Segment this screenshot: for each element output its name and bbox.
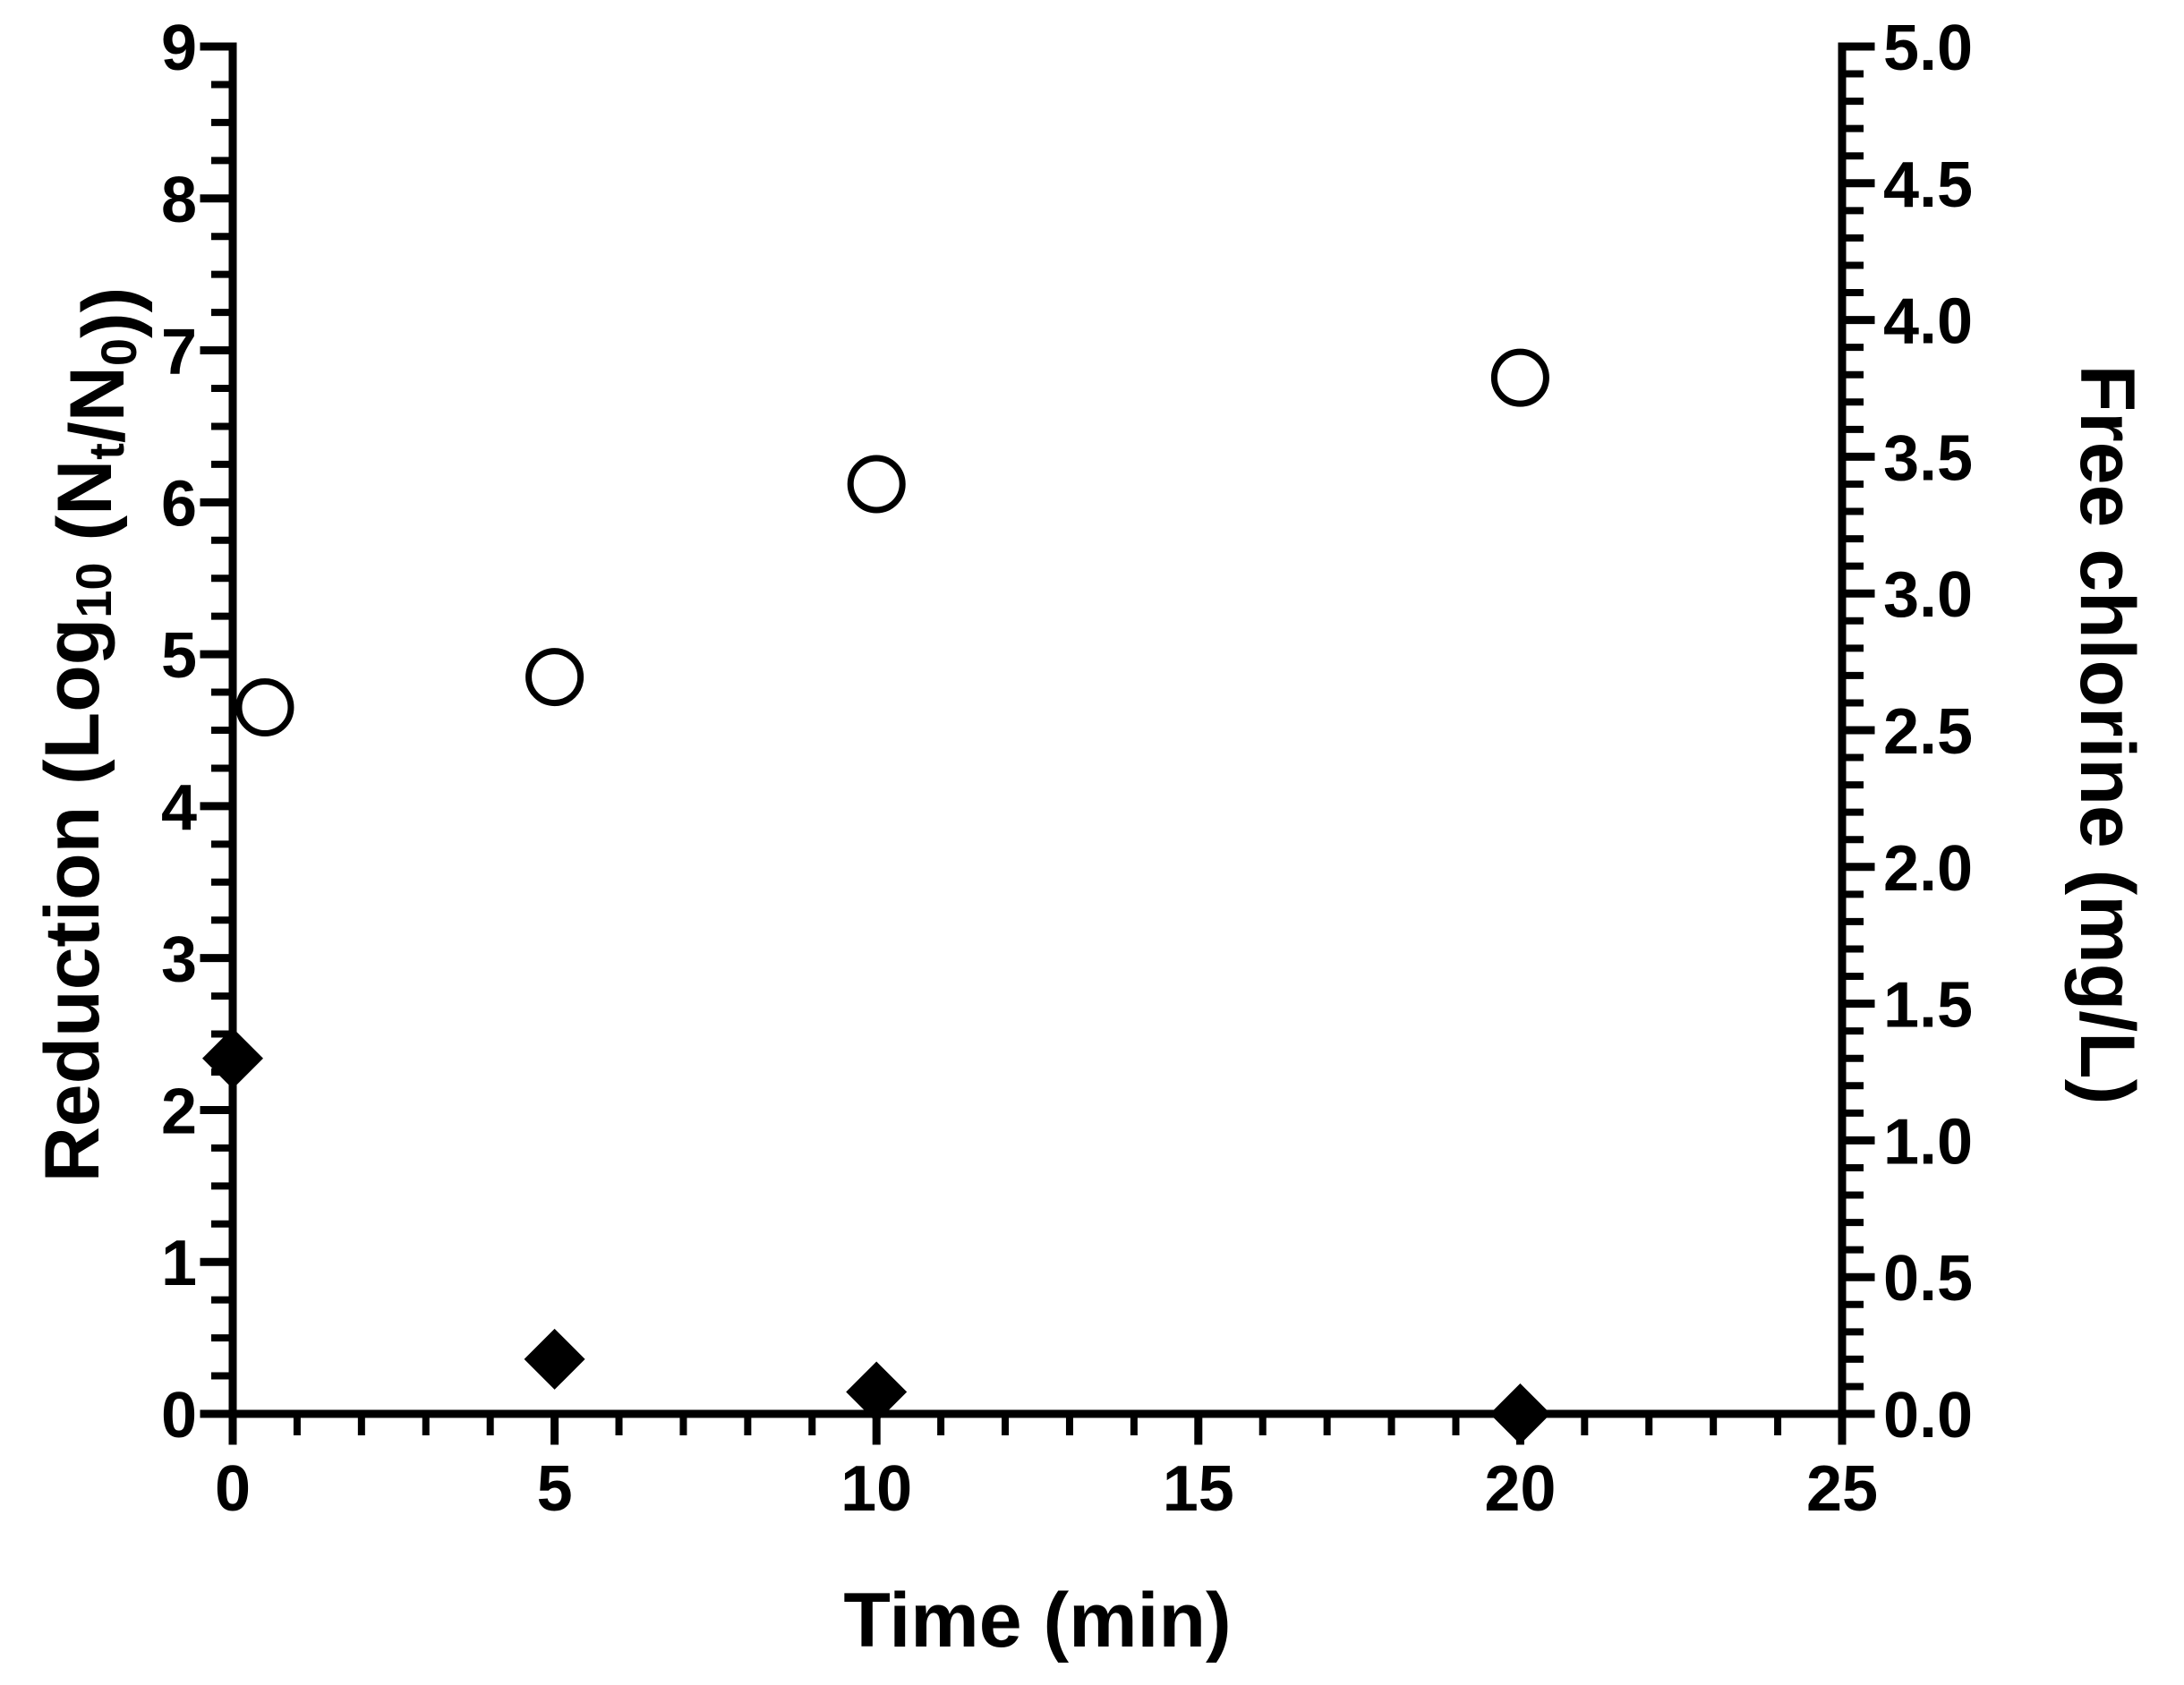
data-point-diamond [846,1361,908,1423]
y-left-tick-label: 3 [161,924,197,996]
y-left-axis-title-segment: )) [67,287,153,338]
data-point-circle [235,678,294,737]
y-left-axis-title-subscript: 10 [65,562,122,617]
y-left-axis-title-segment: Reduction (Log [30,618,115,1183]
y-left-tick-label: 5 [161,620,197,692]
y-left-axis-title-segment: (N [42,460,128,563]
y-left-tick-label: 1 [161,1228,197,1299]
data-point-diamond [524,1328,585,1390]
data-point-diamond [1489,1383,1551,1444]
y-right-tick-label: 4.0 [1883,286,1973,358]
x-tick-label: 10 [840,1453,912,1525]
y-right-tick-label: 1.5 [1883,970,1973,1042]
y-right-tick-label: 2.5 [1883,696,1973,768]
y-left-tick-label: 9 [161,13,197,84]
y-right-tick-label: 2.0 [1883,833,1973,905]
y-right-tick-label: 4.5 [1883,149,1973,221]
x-tick-label: 0 [215,1453,251,1525]
y-right-axis-title: Free chlorine (mg/L) [2064,365,2150,1105]
x-axis-title: Time (min) [843,1578,1231,1664]
ticks-group [200,42,1875,1445]
y-right-tick-label: 0.0 [1883,1380,1973,1451]
y-left-axis-title-subscript: 0 [90,338,147,366]
labels-group: 0 5 10 15 20 25 0 1 2 3 4 5 6 7 8 9 0.0 0.5 1.0 1.5 2.0 2.5 3.… [30,13,2150,1664]
y-left-tick-label: 6 [161,468,197,540]
y-right-tick-label: 0.5 [1883,1243,1973,1315]
y-left-tick-label: 8 [161,165,197,236]
y-right-tick-label: 5.0 [1883,13,1973,84]
y-right-tick-label: 1.0 [1883,1106,1973,1178]
y-left-tick-label: 0 [161,1380,197,1451]
marks-group [202,348,1551,1444]
x-tick-label: 15 [1163,1453,1234,1525]
y-left-tick-label: 4 [161,772,197,844]
y-left-tick-label: 7 [161,317,197,388]
x-tick-label: 25 [1806,1453,1878,1525]
x-tick-label: 20 [1484,1453,1556,1525]
data-point-diamond [202,1027,263,1089]
y-left-tick-label: 2 [161,1076,197,1147]
data-point-circle [1490,348,1549,407]
data-point-circle [525,648,584,707]
data-point-circle [847,455,906,514]
y-left-axis-title: Reduction (Log10 (Nt/N0)) [30,287,153,1183]
y-right-tick-label: 3.5 [1883,422,1973,494]
y-left-axis-title-subscript: t [78,443,134,460]
y-left-axis-title-segment: /N [55,366,141,443]
axes-group [228,42,1847,1418]
y-right-tick-label: 3.0 [1883,559,1973,631]
x-tick-label: 5 [537,1453,573,1525]
